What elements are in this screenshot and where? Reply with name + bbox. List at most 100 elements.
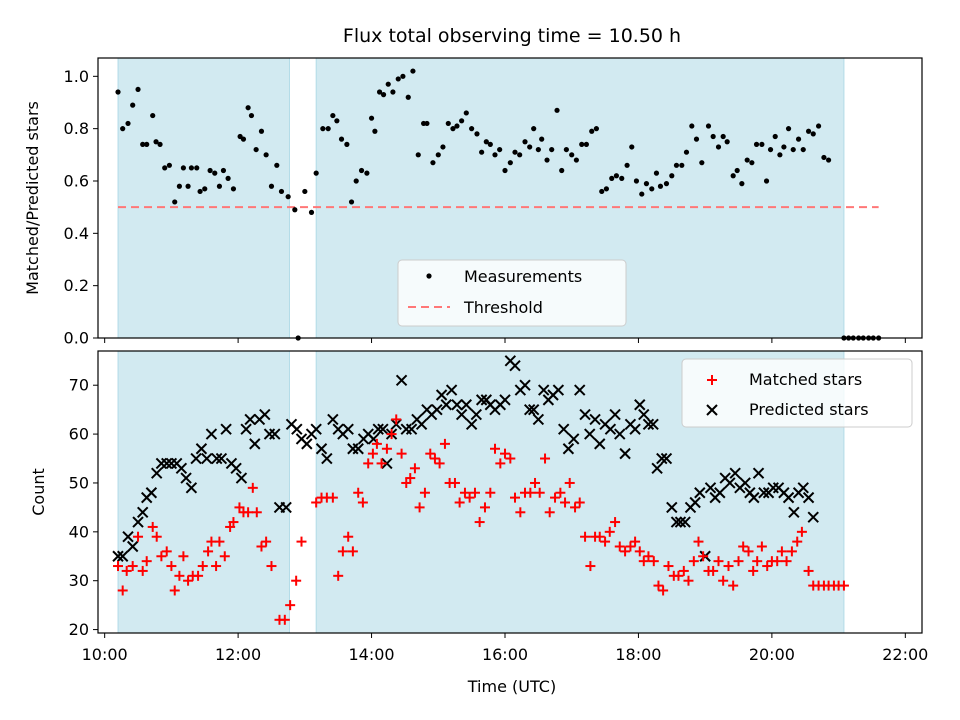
matched-star-point — [634, 546, 645, 557]
count-markers — [112, 355, 849, 625]
chart-title: Flux total observing time = 10.50 h — [343, 25, 681, 47]
predicted-star-point — [372, 423, 384, 435]
matched-star-point — [499, 448, 510, 459]
predicted-star-point — [235, 472, 248, 484]
matched-star-point — [673, 570, 684, 581]
predicted-star-point — [327, 413, 339, 426]
predicted-star-point — [629, 423, 641, 435]
predicted-star-point — [310, 423, 322, 435]
matched-star-point — [266, 561, 277, 572]
y-tick-label: 30 — [69, 571, 89, 590]
matched-star-point — [419, 487, 430, 498]
matched-star-point — [251, 507, 262, 518]
predicted-star-point — [788, 506, 800, 518]
predicted-star-point — [638, 408, 650, 421]
ratio-axes-frame — [97, 57, 923, 339]
measurement-point — [172, 199, 178, 205]
matched-star-point — [643, 551, 654, 562]
measurement-point — [573, 157, 579, 163]
matched-star-point — [580, 531, 591, 542]
predicted-star-point — [802, 491, 815, 504]
measurement-point — [313, 170, 319, 176]
matched-star-point — [489, 443, 500, 454]
matched-star-point — [405, 473, 416, 484]
predicted-star-point — [782, 491, 795, 504]
predicted-star-point — [395, 374, 408, 387]
matched-star-point — [614, 541, 625, 552]
measurement-point — [522, 139, 528, 145]
matched-star-point — [343, 531, 354, 542]
matched-star-point — [193, 570, 204, 581]
matched-star-point — [285, 600, 296, 611]
matched-star-point — [540, 453, 551, 464]
measurement-point — [544, 157, 550, 163]
predicted-star-point — [435, 389, 448, 401]
matched-star-point — [550, 492, 561, 503]
measurement-point — [430, 160, 436, 166]
matched-star-point — [429, 453, 440, 464]
measurement-point — [292, 207, 298, 213]
matched-star-point — [376, 458, 387, 469]
measurement-point — [140, 141, 146, 147]
measurement-point — [302, 188, 308, 195]
matched-star-point — [663, 561, 674, 572]
matched-star-point — [247, 482, 258, 493]
matched-star-point — [183, 575, 194, 586]
predicted-star-point — [589, 413, 601, 426]
matched-star-point — [604, 526, 615, 537]
count-panel: 20 30 40 50 60 70 10:00 12:00 14:00 16:00 18:00 20… — [29, 350, 928, 696]
measurement-point — [643, 181, 650, 187]
matched-star-point — [214, 536, 225, 547]
legend-matched-marker — [707, 375, 717, 385]
predicted-star-point — [455, 408, 468, 421]
matched-star-point — [495, 458, 506, 469]
predicted-star-point — [584, 428, 596, 440]
predicted-star-point — [321, 452, 333, 465]
count-legend: Matched stars Predicted stars — [681, 358, 913, 428]
matched-star-point — [197, 561, 208, 572]
legend-plus-glyph — [707, 375, 717, 385]
matched-star-point — [733, 556, 744, 567]
matched-star-point — [228, 517, 239, 528]
matched-star-point — [693, 536, 704, 547]
predicted-star-point — [249, 438, 261, 450]
predicted-star-point — [537, 384, 550, 396]
measurement-point — [579, 141, 585, 147]
matched-star-point — [638, 556, 649, 567]
predicted-star-point — [689, 496, 701, 509]
measurement-point — [278, 188, 285, 195]
matched-star-point — [203, 546, 214, 557]
predicted-star-point — [509, 359, 521, 372]
matched-star-point — [630, 536, 641, 547]
measurement-point — [563, 146, 569, 153]
matched-star-point — [474, 517, 485, 528]
matched-star-point — [439, 438, 450, 449]
measurement-point — [699, 160, 705, 166]
predicted-star-point — [679, 516, 691, 528]
matched-star-point — [762, 561, 773, 572]
measurement-point — [194, 165, 200, 171]
measurement-point — [800, 146, 806, 153]
predicted-star-point — [532, 413, 545, 426]
matched-star-point — [133, 531, 144, 542]
matched-star-point — [698, 551, 709, 562]
matched-star-point — [772, 556, 783, 567]
predicted-star-point — [269, 428, 281, 440]
x-tick-label: 22:00 — [882, 645, 928, 664]
observing-band — [117, 350, 290, 634]
predicted-star-point — [145, 487, 158, 499]
measurement-point — [633, 178, 640, 184]
measurement-point — [440, 144, 446, 150]
matched-star-point — [485, 487, 496, 498]
predicted-star-point — [151, 467, 163, 479]
predicted-star-point — [674, 516, 687, 528]
measurement-point — [777, 152, 783, 158]
matched-star-point — [337, 546, 348, 557]
measurement-point — [353, 178, 359, 184]
measurement-point — [330, 112, 336, 119]
predicted-star-point — [666, 501, 678, 514]
matched-star-point — [414, 502, 425, 513]
measurement-point — [613, 173, 620, 179]
x-tick-label: 20:00 — [749, 645, 795, 664]
measurement-point — [624, 162, 630, 168]
